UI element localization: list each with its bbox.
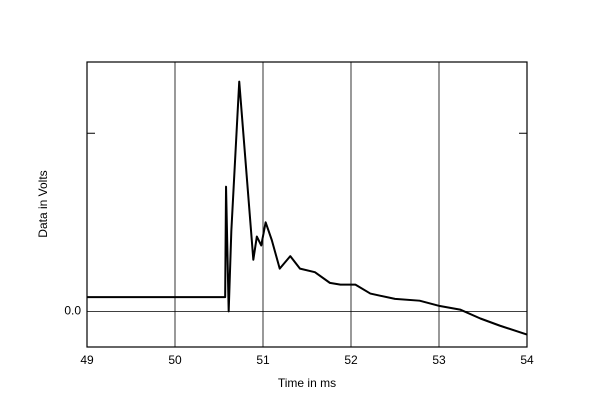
- x-tick-label: 52: [344, 353, 358, 367]
- x-tick-label: 49: [80, 353, 94, 367]
- y-tick-label: 0.0: [64, 304, 81, 318]
- data-line: [87, 80, 528, 336]
- x-tick-label: 51: [256, 353, 270, 367]
- x-tick-label: 54: [520, 353, 534, 367]
- x-axis-label: Time in ms: [278, 376, 336, 390]
- x-tick-label: 50: [168, 353, 182, 367]
- x-tick-label: 53: [432, 353, 446, 367]
- plot-frame: [86, 61, 528, 348]
- y-axis-label: Data in Volts: [36, 170, 50, 237]
